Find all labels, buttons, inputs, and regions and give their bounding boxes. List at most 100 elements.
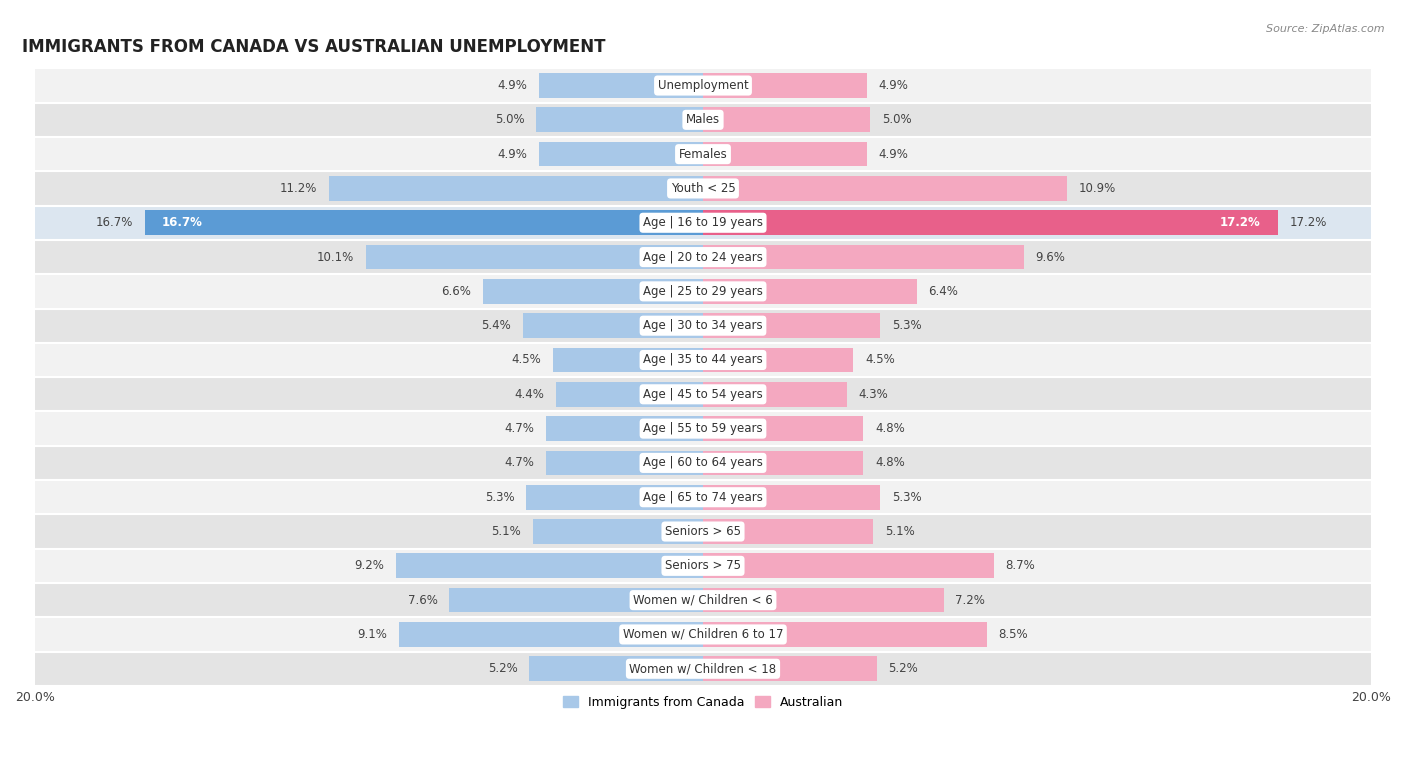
- Text: Seniors > 75: Seniors > 75: [665, 559, 741, 572]
- Bar: [703, 347, 853, 372]
- Bar: [399, 622, 703, 646]
- Bar: [482, 279, 703, 304]
- Bar: [540, 73, 703, 98]
- Bar: [703, 107, 870, 132]
- Bar: [703, 382, 846, 407]
- Bar: [35, 583, 1371, 617]
- Text: 5.0%: 5.0%: [495, 114, 524, 126]
- Bar: [703, 176, 1067, 201]
- Bar: [703, 485, 880, 509]
- Bar: [35, 480, 1371, 514]
- Text: 9.1%: 9.1%: [357, 628, 387, 641]
- Bar: [35, 549, 1371, 583]
- Text: Youth < 25: Youth < 25: [671, 182, 735, 195]
- Text: 4.9%: 4.9%: [498, 79, 527, 92]
- Bar: [35, 171, 1371, 206]
- Text: 4.9%: 4.9%: [879, 79, 908, 92]
- Text: Age | 30 to 34 years: Age | 30 to 34 years: [643, 319, 763, 332]
- Text: 17.2%: 17.2%: [1220, 217, 1261, 229]
- Text: 4.5%: 4.5%: [512, 354, 541, 366]
- Bar: [703, 656, 877, 681]
- Bar: [35, 137, 1371, 171]
- Text: 9.6%: 9.6%: [1035, 251, 1066, 263]
- Text: 4.4%: 4.4%: [515, 388, 544, 400]
- Text: 5.0%: 5.0%: [882, 114, 911, 126]
- Text: Age | 35 to 44 years: Age | 35 to 44 years: [643, 354, 763, 366]
- Text: Age | 20 to 24 years: Age | 20 to 24 years: [643, 251, 763, 263]
- Bar: [703, 587, 943, 612]
- Text: Women w/ Children < 6: Women w/ Children < 6: [633, 593, 773, 606]
- Bar: [395, 553, 703, 578]
- Bar: [35, 103, 1371, 137]
- Text: 10.1%: 10.1%: [316, 251, 354, 263]
- Bar: [145, 210, 703, 235]
- Text: 5.1%: 5.1%: [884, 525, 915, 538]
- Bar: [35, 514, 1371, 549]
- Text: 7.6%: 7.6%: [408, 593, 437, 606]
- Text: 16.7%: 16.7%: [162, 217, 202, 229]
- Text: 17.2%: 17.2%: [1289, 217, 1327, 229]
- Bar: [35, 343, 1371, 377]
- Text: Age | 60 to 64 years: Age | 60 to 64 years: [643, 456, 763, 469]
- Text: 5.3%: 5.3%: [891, 319, 921, 332]
- Bar: [703, 450, 863, 475]
- Bar: [540, 142, 703, 167]
- Bar: [703, 73, 866, 98]
- Bar: [555, 382, 703, 407]
- Text: 5.3%: 5.3%: [891, 491, 921, 503]
- Bar: [703, 142, 866, 167]
- Bar: [35, 652, 1371, 686]
- Text: IMMIGRANTS FROM CANADA VS AUSTRALIAN UNEMPLOYMENT: IMMIGRANTS FROM CANADA VS AUSTRALIAN UNE…: [21, 38, 605, 56]
- Bar: [366, 245, 703, 269]
- Text: 4.9%: 4.9%: [879, 148, 908, 160]
- Text: 11.2%: 11.2%: [280, 182, 318, 195]
- Text: 8.7%: 8.7%: [1005, 559, 1035, 572]
- Bar: [703, 313, 880, 338]
- Bar: [523, 313, 703, 338]
- Bar: [529, 656, 703, 681]
- Text: 16.7%: 16.7%: [96, 217, 134, 229]
- Text: 10.9%: 10.9%: [1078, 182, 1116, 195]
- Bar: [703, 416, 863, 441]
- Bar: [533, 519, 703, 544]
- Bar: [703, 622, 987, 646]
- Bar: [35, 240, 1371, 274]
- Text: Males: Males: [686, 114, 720, 126]
- Text: Seniors > 65: Seniors > 65: [665, 525, 741, 538]
- Text: 4.3%: 4.3%: [858, 388, 889, 400]
- Text: 5.4%: 5.4%: [481, 319, 510, 332]
- Bar: [35, 206, 1371, 240]
- Text: Age | 55 to 59 years: Age | 55 to 59 years: [643, 422, 763, 435]
- Text: Women w/ Children 6 to 17: Women w/ Children 6 to 17: [623, 628, 783, 641]
- Text: 4.9%: 4.9%: [498, 148, 527, 160]
- Text: 4.5%: 4.5%: [865, 354, 894, 366]
- Text: Age | 65 to 74 years: Age | 65 to 74 years: [643, 491, 763, 503]
- Bar: [329, 176, 703, 201]
- Text: Unemployment: Unemployment: [658, 79, 748, 92]
- Bar: [35, 412, 1371, 446]
- Bar: [35, 309, 1371, 343]
- Legend: Immigrants from Canada, Australian: Immigrants from Canada, Australian: [558, 690, 848, 714]
- Text: Females: Females: [679, 148, 727, 160]
- Bar: [703, 245, 1024, 269]
- Text: 4.8%: 4.8%: [875, 456, 905, 469]
- Bar: [553, 347, 703, 372]
- Text: Source: ZipAtlas.com: Source: ZipAtlas.com: [1267, 24, 1385, 34]
- Text: 9.2%: 9.2%: [354, 559, 384, 572]
- Text: 4.7%: 4.7%: [505, 456, 534, 469]
- Bar: [546, 450, 703, 475]
- Bar: [35, 377, 1371, 412]
- Text: Age | 25 to 29 years: Age | 25 to 29 years: [643, 285, 763, 298]
- Bar: [546, 416, 703, 441]
- Bar: [536, 107, 703, 132]
- Text: 7.2%: 7.2%: [955, 593, 986, 606]
- Bar: [703, 519, 873, 544]
- Bar: [703, 279, 917, 304]
- Bar: [703, 553, 994, 578]
- Bar: [35, 274, 1371, 309]
- Text: 4.7%: 4.7%: [505, 422, 534, 435]
- Text: Age | 45 to 54 years: Age | 45 to 54 years: [643, 388, 763, 400]
- Bar: [35, 446, 1371, 480]
- Text: 6.4%: 6.4%: [928, 285, 959, 298]
- Text: 4.8%: 4.8%: [875, 422, 905, 435]
